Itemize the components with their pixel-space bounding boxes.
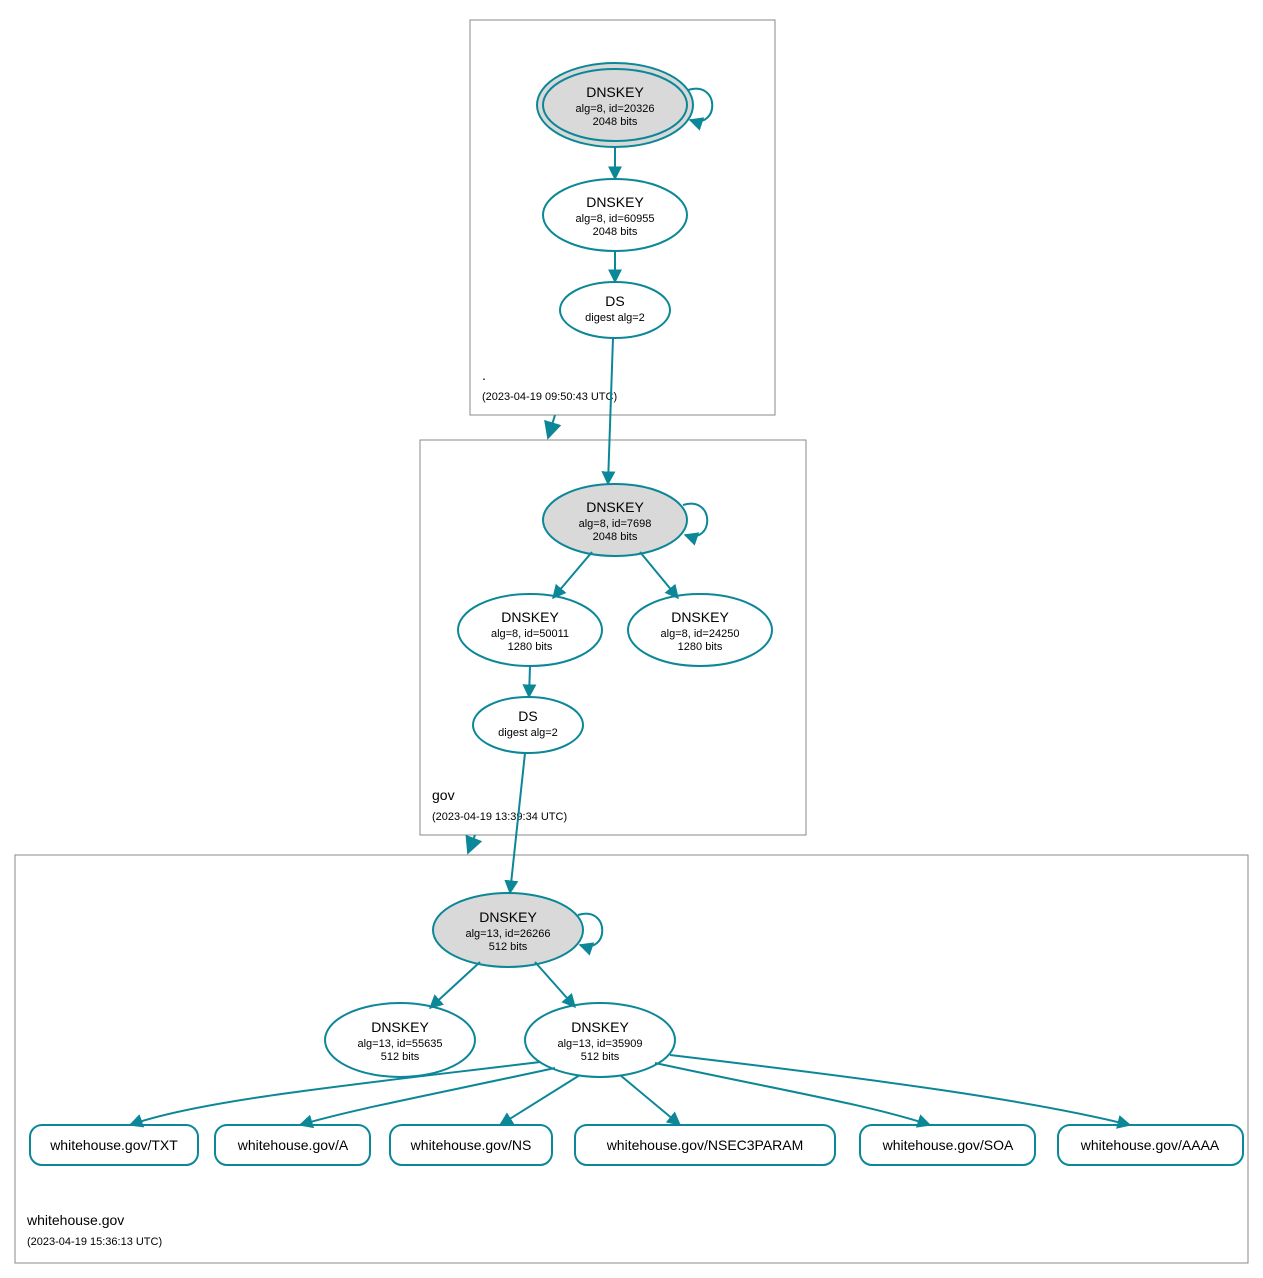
edge-wh-ksk-zsk2 <box>535 962 575 1007</box>
node-root-ksk: DNSKEY alg=8, id=20326 2048 bits <box>537 63 693 147</box>
edge-gov-ksk-zsk1 <box>553 552 592 598</box>
edge-zsk2-nsec3 <box>620 1075 680 1125</box>
svg-text:DNSKEY: DNSKEY <box>501 609 559 625</box>
node-rr-aaaa: whitehouse.gov/AAAA <box>1058 1125 1243 1165</box>
edge-gov-to-wh-delegation <box>468 835 475 853</box>
node-rr-ns: whitehouse.gov/NS <box>390 1125 552 1165</box>
node-root-zsk: DNSKEY alg=8, id=60955 2048 bits <box>543 179 687 251</box>
edge-zsk2-aaaa <box>670 1055 1130 1125</box>
edge-gov-zsk1-ds <box>529 666 530 697</box>
node-rr-soa: whitehouse.gov/SOA <box>860 1125 1035 1165</box>
zone-whitehouse-timestamp: (2023-04-19 15:36:13 UTC) <box>27 1236 162 1248</box>
node-rr-a: whitehouse.gov/A <box>215 1125 370 1165</box>
zone-root: . (2023-04-19 09:50:43 UTC) DNSKEY alg=8… <box>470 20 775 415</box>
svg-text:whitehouse.gov/AAAA: whitehouse.gov/AAAA <box>1080 1137 1220 1153</box>
node-gov-zsk1: DNSKEY alg=8, id=50011 1280 bits <box>458 594 602 666</box>
edge-zsk2-ns <box>500 1075 580 1125</box>
zone-whitehouse-label: whitehouse.gov <box>26 1212 124 1228</box>
node-gov-ksk: DNSKEY alg=8, id=7698 2048 bits <box>543 484 687 556</box>
svg-text:DNSKEY: DNSKEY <box>586 84 644 100</box>
svg-text:alg=8, id=50011: alg=8, id=50011 <box>491 628 569 640</box>
svg-text:512 bits: 512 bits <box>489 941 528 953</box>
svg-text:2048 bits: 2048 bits <box>593 226 638 238</box>
edge-zsk2-soa <box>655 1063 930 1125</box>
svg-text:alg=8, id=60955: alg=8, id=60955 <box>576 213 655 225</box>
svg-text:DS: DS <box>518 708 537 724</box>
edge-zsk2-a <box>300 1068 555 1125</box>
svg-text:digest alg=2: digest alg=2 <box>585 312 645 324</box>
edge-wh-ksk-zsk1 <box>430 962 480 1008</box>
svg-text:DNSKEY: DNSKEY <box>371 1019 429 1035</box>
edge-root-to-gov-delegation <box>548 415 555 438</box>
node-wh-zsk1: DNSKEY alg=13, id=55635 512 bits <box>325 1003 475 1077</box>
svg-text:DNSKEY: DNSKEY <box>571 1019 629 1035</box>
node-root-ds: DS digest alg=2 <box>560 282 670 338</box>
svg-text:whitehouse.gov/NSEC3PARAM: whitehouse.gov/NSEC3PARAM <box>606 1137 804 1153</box>
svg-text:2048 bits: 2048 bits <box>593 531 638 543</box>
svg-text:alg=8, id=20326: alg=8, id=20326 <box>576 103 655 115</box>
svg-text:DNSKEY: DNSKEY <box>586 499 644 515</box>
svg-text:alg=13, id=35909: alg=13, id=35909 <box>557 1038 642 1050</box>
zone-root-timestamp: (2023-04-19 09:50:43 UTC) <box>482 391 617 403</box>
edge-gov-ds-wh-ksk <box>510 753 525 893</box>
svg-text:alg=13, id=26266: alg=13, id=26266 <box>465 928 550 940</box>
svg-text:512 bits: 512 bits <box>581 1051 620 1063</box>
svg-text:2048 bits: 2048 bits <box>593 116 638 128</box>
edge-gov-ksk-zsk2 <box>640 552 678 598</box>
svg-text:DNSKEY: DNSKEY <box>479 909 537 925</box>
node-wh-ksk: DNSKEY alg=13, id=26266 512 bits <box>433 893 583 967</box>
svg-text:512 bits: 512 bits <box>381 1051 420 1063</box>
zone-gov-timestamp: (2023-04-19 13:39:34 UTC) <box>432 811 567 823</box>
svg-text:digest alg=2: digest alg=2 <box>498 727 558 739</box>
svg-text:alg=8, id=24250: alg=8, id=24250 <box>661 628 740 640</box>
svg-text:whitehouse.gov/TXT: whitehouse.gov/TXT <box>49 1137 178 1153</box>
svg-text:whitehouse.gov/A: whitehouse.gov/A <box>237 1137 349 1153</box>
node-gov-zsk2: DNSKEY alg=8, id=24250 1280 bits <box>628 594 772 666</box>
node-wh-zsk2: DNSKEY alg=13, id=35909 512 bits <box>525 1003 675 1077</box>
svg-text:whitehouse.gov/SOA: whitehouse.gov/SOA <box>882 1137 1014 1153</box>
svg-text:whitehouse.gov/NS: whitehouse.gov/NS <box>410 1137 532 1153</box>
svg-text:1280 bits: 1280 bits <box>508 641 553 653</box>
zone-root-label: . <box>482 367 486 383</box>
node-gov-ds: DS digest alg=2 <box>473 697 583 753</box>
zone-gov-label: gov <box>432 787 455 803</box>
svg-text:alg=13, id=55635: alg=13, id=55635 <box>357 1038 442 1050</box>
node-rr-nsec3param: whitehouse.gov/NSEC3PARAM <box>575 1125 835 1165</box>
svg-text:DS: DS <box>605 293 624 309</box>
svg-text:DNSKEY: DNSKEY <box>586 194 644 210</box>
svg-text:1280 bits: 1280 bits <box>678 641 723 653</box>
dnssec-diagram: . (2023-04-19 09:50:43 UTC) DNSKEY alg=8… <box>0 0 1263 1278</box>
node-rr-txt: whitehouse.gov/TXT <box>30 1125 198 1165</box>
edge-root-ds-gov-ksk <box>608 338 613 484</box>
svg-text:alg=8, id=7698: alg=8, id=7698 <box>579 518 652 530</box>
zone-whitehouse: whitehouse.gov (2023-04-19 15:36:13 UTC)… <box>15 753 1248 1263</box>
svg-text:DNSKEY: DNSKEY <box>671 609 729 625</box>
zone-gov: gov (2023-04-19 13:39:34 UTC) DNSKEY alg… <box>420 338 806 835</box>
